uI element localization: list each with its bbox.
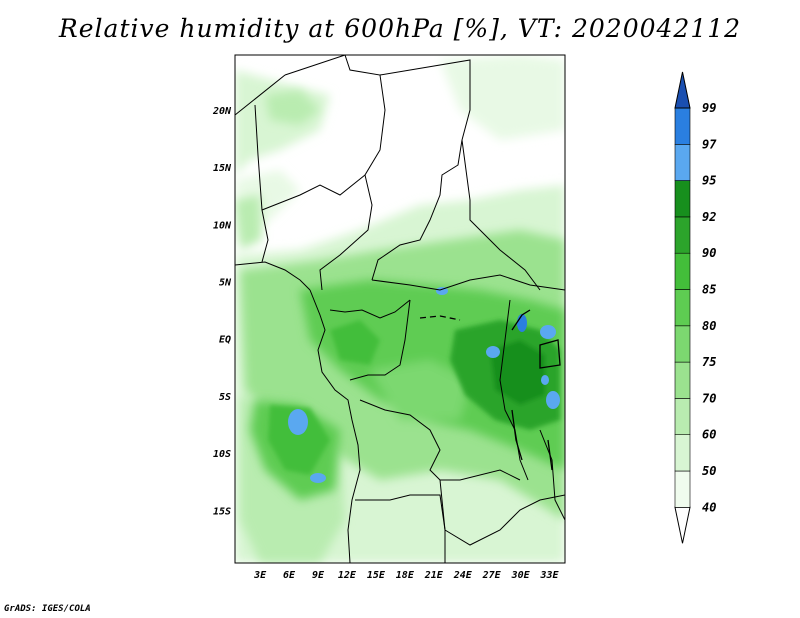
colorbar-label: 40 (702, 500, 716, 514)
longitude-labels: 3E 6E 9E 12E 15E 18E 21E 24E 27E 30E 33E (253, 570, 560, 581)
congo-drc-border (349, 299, 411, 381)
map-frame (234, 54, 566, 564)
longitude-label: 3E (253, 570, 267, 581)
sudan-south-sudan-border (461, 139, 541, 291)
colorbar: 40 50 60 70 75 80 85 90 92 95 97 99 (674, 71, 717, 544)
humidity-band-very-high (268, 320, 560, 475)
colorbar-label: 90 (702, 246, 716, 260)
longitude-label: 9E (312, 570, 325, 581)
colorbar-segment (674, 216, 691, 254)
latitude-label: 5N (219, 278, 232, 289)
grads-credit: GrADS: IGES/COLA (4, 604, 91, 614)
great-lakes-border (499, 299, 529, 481)
colorbar-label: 99 (702, 101, 716, 115)
colorbar-label: 85 (702, 283, 716, 297)
longitude-label: 15E (367, 570, 386, 581)
colorbar-segment (674, 361, 691, 399)
lake-tanganyika (511, 409, 523, 461)
congo-river (419, 315, 461, 321)
latitude-label: 15N (213, 163, 232, 174)
car-south-border (371, 274, 565, 291)
sahara-borders (235, 55, 346, 116)
colorbar-segment (674, 107, 691, 145)
colorbar-label: 50 (702, 464, 716, 478)
colorbar-segment (674, 434, 691, 472)
west-africa-coast (235, 261, 311, 291)
colorbar-label: 75 (702, 355, 716, 369)
longitude-label: 27E (482, 570, 502, 581)
latitude-label: 10S (213, 449, 231, 460)
lake-victoria (539, 339, 561, 369)
southern-africa-borders (355, 494, 565, 546)
humidity-field (235, 55, 565, 563)
latitude-label: 20N (212, 106, 232, 117)
longitude-label: 30E (511, 570, 531, 581)
colorbar-segment (674, 325, 691, 363)
gabon-congo-border (329, 299, 411, 319)
zambia-border (439, 479, 446, 563)
latitude-labels: 20N 15N 10N 5N EQ 5S 10S 15S (212, 106, 232, 517)
colorbar-upper-arrow (674, 71, 691, 109)
humidity-map-figure: 20N 15N 10N 5N EQ 5S 10S 15S 3E 6E 9E 12E 15E 18E 21E… (212, 54, 717, 581)
central-africa-coast (309, 289, 361, 563)
colorbar-label: 95 (702, 174, 716, 188)
longitude-label: 6E (283, 570, 296, 581)
longitude-label: 33E (540, 570, 560, 581)
latitude-label: 5S (219, 392, 231, 403)
longitude-label: 24E (453, 570, 473, 581)
colorbar-segment (674, 398, 691, 435)
chad-sudan-border (371, 59, 471, 281)
longitude-label: 21E (424, 570, 444, 581)
colorbar-label: 60 (702, 428, 716, 442)
colorbar-segment (674, 180, 691, 218)
country-borders (235, 55, 565, 563)
colorbar-lower-arrow (674, 506, 691, 544)
colorbar-label: 92 (702, 210, 716, 224)
map-title: Relative humidity at 600hPa [%], VT: 202… (58, 14, 742, 43)
latitude-label: EQ (219, 335, 231, 346)
longitude-label: 12E (338, 570, 357, 581)
colorbar-segment (674, 289, 691, 327)
latitude-label: 10N (213, 220, 232, 231)
colorbar-segment (674, 144, 691, 181)
angola-drc-border (359, 399, 521, 481)
colorbar-segment (674, 470, 691, 508)
colorbar-label: 70 (702, 391, 716, 405)
colorbar-label: 80 (702, 319, 716, 333)
latitude-label: 15S (213, 506, 231, 517)
lake-malawi (547, 439, 553, 471)
lake-albert (511, 309, 531, 331)
colorbar-segment (674, 252, 691, 290)
lakes (419, 309, 561, 471)
nigeria-north-border (261, 174, 366, 211)
map-panel (234, 54, 566, 564)
longitude-label: 18E (396, 570, 415, 581)
colorbar-label: 97 (702, 137, 717, 151)
malawi-border (539, 429, 565, 521)
